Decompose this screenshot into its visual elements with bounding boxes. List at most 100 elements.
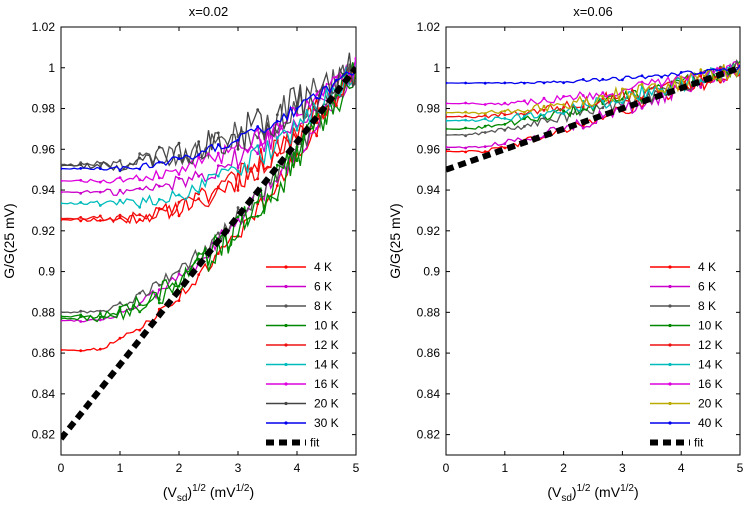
series-point-8-k bbox=[98, 309, 102, 313]
legend-label-6-k: 6 K bbox=[698, 280, 716, 294]
series-point-16-k bbox=[98, 180, 102, 184]
series-point-4-k bbox=[197, 273, 201, 276]
series-line-20-k bbox=[446, 63, 740, 115]
x-tick-label: 2 bbox=[176, 461, 183, 475]
series-point-14-k bbox=[446, 119, 448, 123]
series-point-20-k bbox=[679, 75, 683, 79]
series-point-12-k bbox=[446, 115, 448, 119]
legend-marker-10-k bbox=[668, 323, 672, 328]
legend-label-20-k: 20 K bbox=[698, 397, 723, 411]
series-point-8-k bbox=[315, 89, 319, 93]
series-point-30-k bbox=[275, 119, 279, 123]
series-point-12-k bbox=[503, 113, 507, 117]
series-point-6-k bbox=[483, 145, 487, 149]
series-point-40-k bbox=[562, 81, 565, 85]
legend-label-40-k: 40 K bbox=[698, 416, 723, 430]
x-axis-label-part: 1/2 bbox=[620, 483, 634, 494]
series-line-30-k bbox=[61, 68, 356, 172]
series-point-8-k bbox=[177, 154, 181, 157]
series-point-20-k bbox=[719, 78, 722, 82]
legend-label-16-k: 16 K bbox=[698, 377, 723, 391]
series-point-8-k bbox=[464, 134, 467, 138]
series-point-10-k bbox=[256, 214, 260, 218]
series-point-10-k bbox=[295, 145, 299, 149]
series-point-12-k bbox=[699, 82, 703, 86]
series-point-10-k bbox=[197, 252, 201, 255]
series-point-40-k bbox=[738, 64, 740, 68]
series-point-6-k bbox=[177, 177, 181, 180]
series-point-10-k bbox=[464, 126, 467, 130]
series-point-30-k bbox=[295, 107, 299, 110]
series-point-6-k bbox=[446, 145, 448, 149]
series-point-40-k bbox=[523, 81, 526, 85]
series-point-16-k bbox=[483, 103, 487, 106]
series-point-16-k bbox=[446, 102, 448, 105]
series-point-12-k bbox=[464, 114, 467, 118]
series-point-16-k bbox=[542, 96, 546, 100]
legend-label-8-k: 8 K bbox=[314, 299, 332, 313]
series-point-8-k bbox=[483, 131, 487, 134]
series-point-6-k bbox=[236, 217, 240, 221]
legend-label-6-k: 6 K bbox=[314, 280, 332, 294]
x-tick-label: 5 bbox=[737, 461, 744, 475]
series-point-4-k bbox=[275, 153, 279, 157]
series-line-14-k bbox=[61, 61, 356, 209]
series-point-4-k bbox=[216, 252, 220, 256]
x-axis-label-part: (V bbox=[547, 484, 562, 500]
series-point-16-k bbox=[295, 113, 299, 117]
series-point-4-k bbox=[315, 134, 319, 138]
series-point-20-k bbox=[157, 145, 161, 149]
series-point-16-k bbox=[464, 101, 467, 105]
series-point-6-k bbox=[177, 272, 181, 276]
series-point-10-k bbox=[79, 315, 83, 319]
y-axis-label: G/G(25 mV) bbox=[1, 203, 17, 278]
series-point-20-k bbox=[197, 140, 201, 144]
series-point-8-k bbox=[601, 106, 605, 110]
series-point-10-k bbox=[256, 200, 260, 204]
legend-label-4-k: 4 K bbox=[314, 260, 332, 274]
y-tick-label: 0.84 bbox=[417, 387, 441, 401]
series-point-20-k bbox=[699, 68, 703, 71]
series-point-14-k bbox=[157, 198, 161, 201]
y-axis-label: G/G(25 mV) bbox=[387, 203, 403, 278]
y-tick-label: 0.96 bbox=[32, 142, 56, 156]
series-point-6-k bbox=[640, 106, 644, 110]
series-point-14-k bbox=[275, 136, 279, 140]
series-point-12-k bbox=[197, 197, 201, 201]
series-point-10-k bbox=[138, 303, 142, 306]
series-point-14-k bbox=[523, 114, 526, 118]
series-point-12-k bbox=[216, 185, 220, 189]
series-point-10-k bbox=[236, 234, 240, 238]
series-point-4-k bbox=[464, 150, 467, 154]
x-tick-label: 1 bbox=[117, 461, 124, 475]
series-point-4-k bbox=[98, 219, 102, 222]
series-point-30-k bbox=[157, 160, 161, 164]
legend-marker-10-k bbox=[284, 323, 288, 328]
series-point-16-k bbox=[79, 178, 83, 182]
legend-label-8-k: 8 K bbox=[698, 299, 716, 313]
legend-marker-4-k bbox=[668, 265, 672, 269]
series-point-12-k bbox=[334, 104, 338, 107]
legend-marker-14-k bbox=[284, 362, 288, 367]
series-point-16-k bbox=[601, 91, 605, 95]
series-point-20-k bbox=[542, 104, 546, 108]
series-point-16-k bbox=[157, 176, 161, 180]
series-point-20-k bbox=[581, 102, 585, 106]
series-point-16-k bbox=[334, 75, 338, 79]
series-point-10-k bbox=[177, 284, 181, 288]
series-point-8-k bbox=[138, 152, 142, 156]
series-point-6-k bbox=[61, 319, 63, 322]
series-point-8-k bbox=[275, 130, 279, 134]
series-point-20-k bbox=[138, 156, 142, 160]
series-point-10-k bbox=[61, 317, 63, 320]
series-point-10-k bbox=[98, 312, 102, 315]
series-point-10-k bbox=[483, 124, 487, 128]
series-point-40-k bbox=[542, 81, 546, 85]
series-point-20-k bbox=[503, 109, 507, 113]
series-point-14-k bbox=[98, 204, 102, 207]
series-point-6-k bbox=[236, 166, 240, 170]
y-tick-label: 0.86 bbox=[32, 346, 56, 360]
series-point-4-k bbox=[177, 214, 181, 218]
series-point-20-k bbox=[61, 164, 63, 167]
